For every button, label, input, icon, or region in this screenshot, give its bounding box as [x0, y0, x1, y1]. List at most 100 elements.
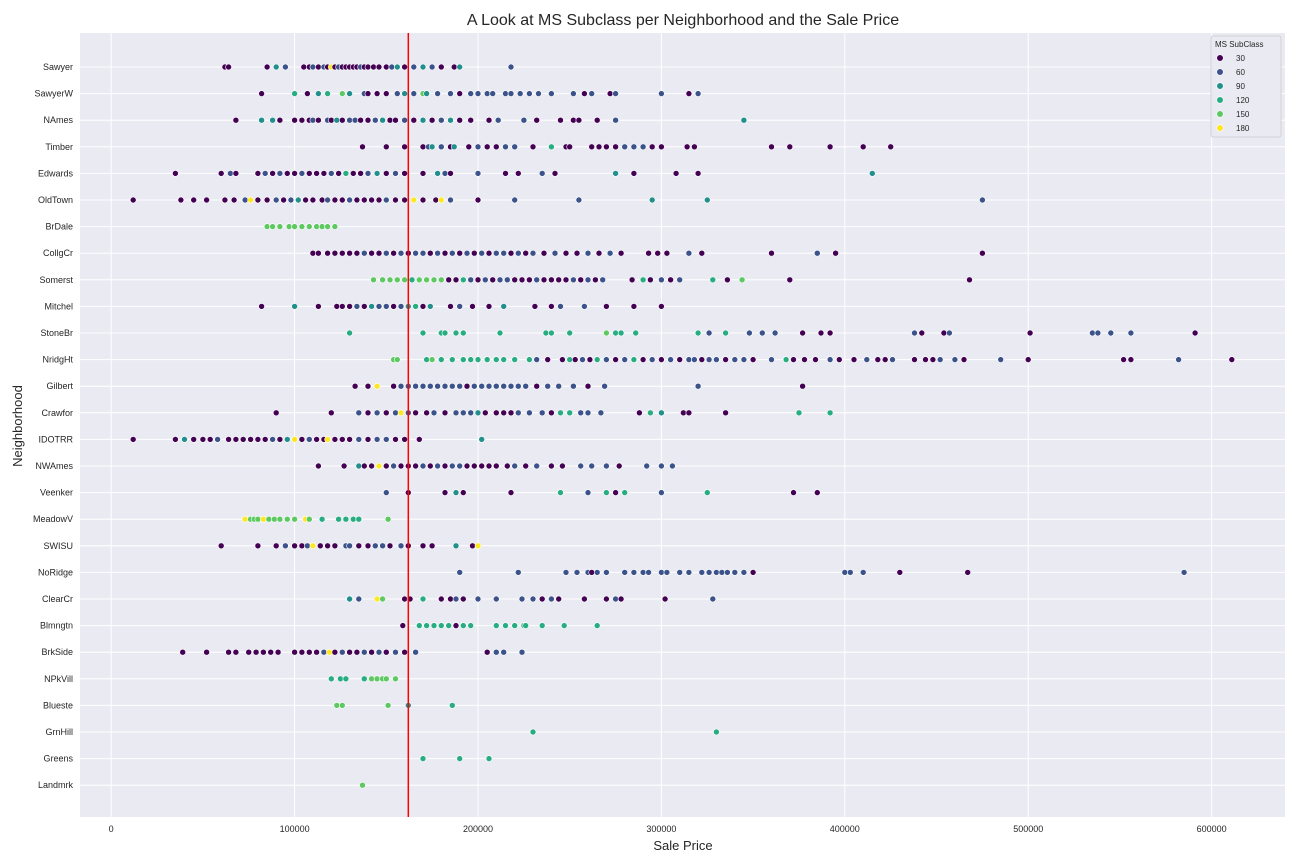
- data-point: [364, 409, 372, 417]
- data-point: [177, 196, 185, 204]
- data-point: [434, 90, 441, 97]
- data-point: [533, 382, 541, 390]
- data-point: [698, 356, 706, 363]
- data-point: [419, 143, 427, 151]
- data-point: [738, 276, 746, 284]
- data-point: [562, 276, 570, 284]
- data-point: [401, 595, 408, 603]
- data-point: [570, 90, 577, 97]
- data-point: [492, 409, 500, 417]
- y-tick-label: Edwards: [38, 168, 74, 178]
- data-point: [327, 675, 335, 683]
- data-point: [691, 143, 698, 151]
- data-point: [419, 542, 427, 550]
- data-point: [612, 489, 619, 496]
- data-point: [428, 63, 436, 71]
- x-tick-label: 600000: [1197, 824, 1227, 834]
- data-point: [826, 409, 834, 417]
- data-point: [382, 170, 390, 177]
- data-point: [225, 63, 232, 71]
- data-point: [481, 409, 489, 417]
- data-point: [483, 648, 491, 656]
- x-tick-label: 400000: [830, 824, 860, 834]
- data-point: [419, 249, 427, 257]
- data-point: [423, 622, 430, 629]
- data-point: [360, 303, 368, 310]
- data-point: [355, 462, 363, 470]
- data-point: [410, 196, 418, 204]
- data-point: [370, 276, 377, 284]
- data-point: [799, 329, 806, 337]
- data-point: [709, 595, 717, 603]
- data-point: [258, 90, 265, 97]
- data-point: [548, 303, 555, 310]
- y-tick-label: Sawyer: [43, 62, 73, 72]
- data-point: [375, 196, 383, 204]
- y-tick-label: Blueste: [43, 700, 73, 710]
- data-points: [129, 63, 1236, 789]
- data-point: [452, 329, 460, 337]
- data-point: [500, 382, 508, 390]
- data-point: [703, 489, 711, 496]
- legend-label: 60: [1236, 68, 1245, 77]
- data-point: [445, 276, 453, 284]
- data-point: [276, 223, 284, 230]
- data-point: [401, 90, 408, 97]
- data-point: [305, 223, 313, 230]
- data-point: [261, 170, 269, 177]
- data-point: [612, 143, 619, 151]
- data-point: [648, 196, 656, 204]
- data-point: [492, 382, 500, 390]
- data-point: [291, 303, 298, 310]
- data-point: [291, 542, 298, 550]
- data-point: [382, 90, 390, 97]
- data-point: [630, 356, 638, 363]
- data-point: [287, 196, 295, 204]
- data-point: [364, 542, 372, 550]
- data-point: [434, 382, 441, 390]
- data-point: [333, 303, 341, 310]
- data-point: [597, 409, 605, 417]
- data-point: [612, 329, 619, 337]
- data-point: [548, 90, 555, 97]
- data-point: [588, 90, 596, 97]
- data-point: [390, 462, 397, 470]
- data-point: [1094, 329, 1102, 337]
- data-point: [571, 356, 579, 363]
- data-point: [276, 116, 284, 124]
- data-point: [979, 196, 986, 204]
- data-point: [557, 489, 564, 496]
- data-point: [331, 436, 339, 443]
- data-point: [368, 303, 375, 310]
- data-point: [1107, 329, 1115, 337]
- data-point: [412, 249, 419, 257]
- data-point: [612, 356, 619, 363]
- data-point: [768, 249, 775, 257]
- data-point: [247, 436, 254, 443]
- data-point: [357, 170, 364, 177]
- data-point: [615, 462, 623, 470]
- y-tick-label: NridgHt: [42, 355, 73, 365]
- data-point: [456, 569, 464, 576]
- data-point: [410, 63, 418, 71]
- data-point: [669, 462, 676, 470]
- x-tick-label: 500000: [1013, 824, 1043, 834]
- data-point: [392, 170, 399, 177]
- data-point: [1127, 356, 1135, 363]
- data-point: [265, 515, 273, 523]
- x-tick-label: 200000: [463, 824, 493, 834]
- data-point: [456, 249, 464, 257]
- data-point: [327, 116, 335, 124]
- data-point: [315, 116, 322, 124]
- data-point: [353, 249, 361, 257]
- data-point: [129, 196, 137, 204]
- data-point: [373, 436, 381, 443]
- data-point: [507, 249, 515, 257]
- data-point: [434, 170, 441, 177]
- data-point: [603, 595, 610, 603]
- data-point: [232, 170, 240, 177]
- data-point: [360, 675, 368, 683]
- data-point: [500, 303, 508, 310]
- data-point: [412, 462, 419, 470]
- data-point: [826, 356, 834, 363]
